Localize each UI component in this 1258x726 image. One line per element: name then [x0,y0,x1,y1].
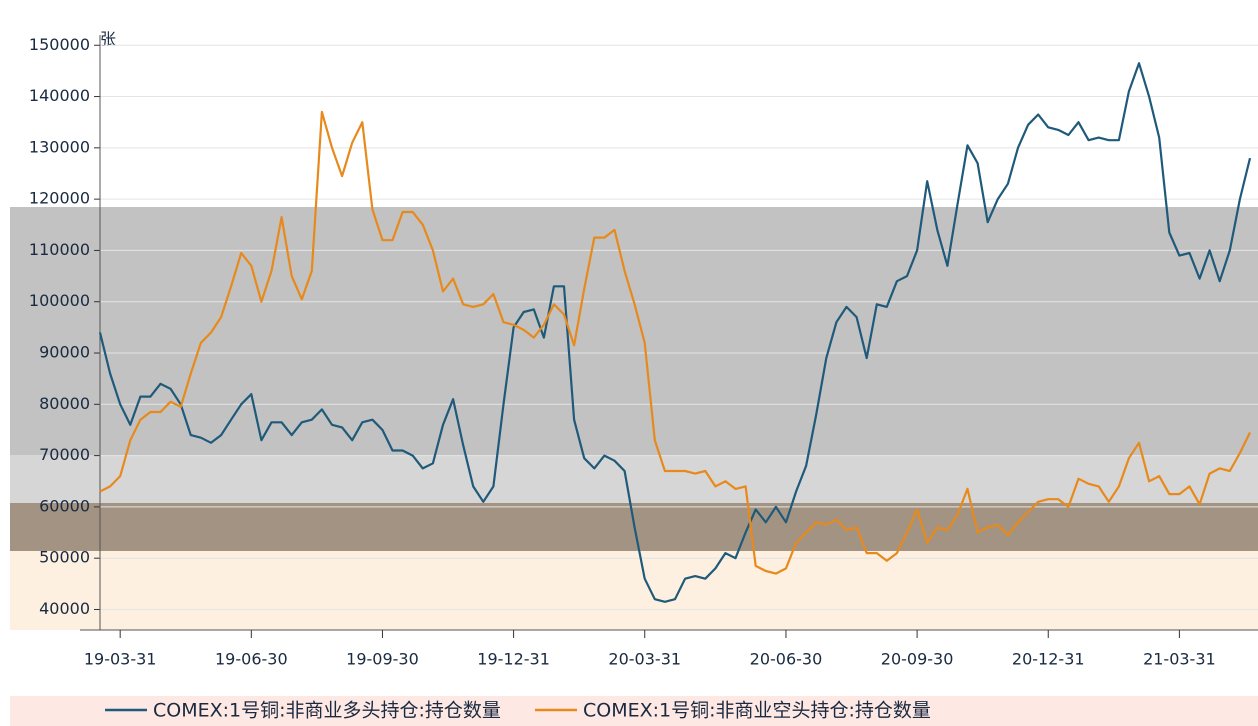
y-tick-label: 70000 [39,445,90,464]
y-tick-label: 80000 [39,394,90,413]
legend-label: COMEX:1号铜:非商业多头持仓:持仓数量 [153,700,501,722]
x-tick-label: 19-03-31 [84,650,157,669]
x-tick-label: 19-06-30 [215,650,288,669]
y-tick-label: 150000 [29,35,90,54]
y-tick-label: 100000 [29,291,90,310]
y-tick-label: 130000 [29,137,90,156]
background-band [10,207,1258,455]
x-tick-label: 20-03-31 [608,650,681,669]
y-tick-label: 110000 [29,240,90,259]
y-tick-label: 90000 [39,343,90,362]
y-tick-label: 120000 [29,189,90,208]
x-tick-label: 20-12-31 [1012,650,1085,669]
series-line [98,62,1252,603]
background-band [10,455,1258,503]
series-line [99,110,1251,575]
x-tick-label: 21-03-31 [1143,650,1216,669]
x-tick-label: 19-09-30 [346,650,419,669]
y-unit-label: 张 [100,30,116,49]
legend-background [10,696,1258,726]
x-tick-label: 19-12-31 [477,650,550,669]
y-tick-label: 50000 [39,548,90,567]
y-tick-label: 60000 [39,496,90,515]
y-tick-label: 40000 [39,599,90,618]
legend-label: COMEX:1号铜:非商业空头持仓:持仓数量 [583,700,931,722]
y-tick-label: 140000 [29,86,90,105]
x-tick-label: 20-06-30 [750,650,823,669]
x-tick-label: 20-09-30 [881,650,954,669]
background-band [10,551,1258,630]
